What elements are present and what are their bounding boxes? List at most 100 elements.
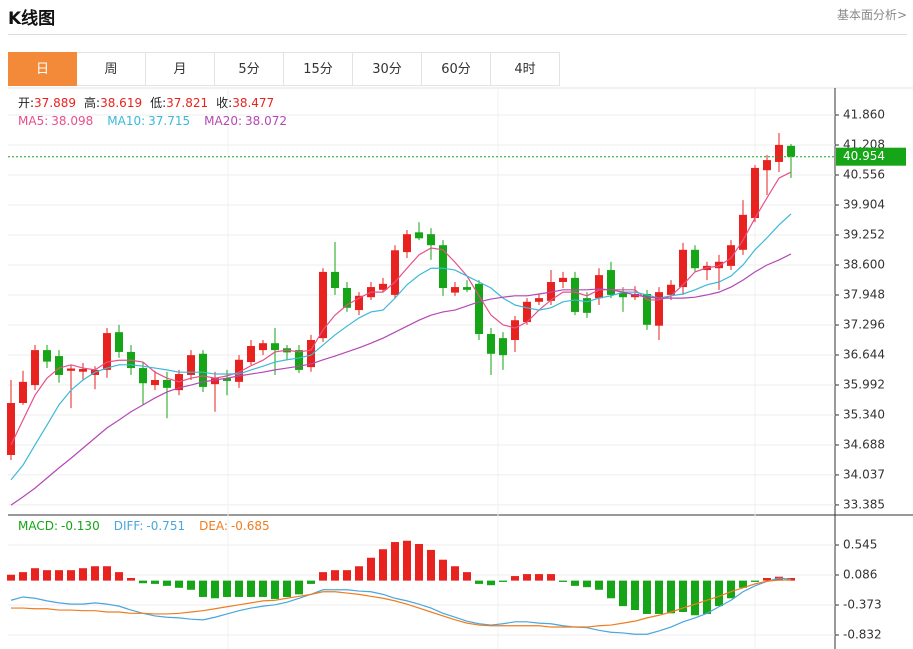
macd-bar	[679, 580, 687, 613]
candle-body	[115, 332, 123, 352]
macd-bar	[655, 580, 663, 614]
candle-body	[43, 350, 51, 362]
candle-body	[271, 343, 279, 351]
candle-body	[523, 301, 531, 323]
candle-body	[355, 295, 363, 311]
macd-bar	[367, 557, 375, 581]
macd-bar	[187, 580, 195, 590]
legend-name: DEA:	[199, 519, 228, 533]
readout-value: 38.477	[232, 96, 274, 110]
candle-body	[415, 232, 423, 239]
macd-bar	[499, 580, 507, 582]
candle-body	[31, 350, 39, 386]
y-tick-label: 37.296	[843, 317, 885, 331]
candle-body	[223, 378, 231, 381]
candle-body	[655, 292, 663, 326]
macd-bar	[331, 570, 339, 581]
macd-bar	[343, 570, 351, 581]
candle-body	[727, 245, 735, 266]
macd-bar	[403, 540, 411, 581]
macd-bar	[535, 574, 543, 581]
macd-bar	[691, 580, 699, 616]
candle-body	[475, 283, 483, 335]
candle-body	[427, 234, 435, 246]
candle-body	[307, 339, 315, 368]
candle-body	[583, 298, 591, 313]
candle-body	[595, 275, 603, 299]
ohlc-readout: 开:37.889 高:38.619 低:37.821 收:38.477	[18, 95, 274, 110]
candle-body	[607, 270, 615, 295]
macd-bar	[463, 572, 471, 581]
legend-value: 38.072	[245, 114, 287, 128]
macd-bar	[247, 580, 255, 597]
candle-body	[55, 356, 63, 375]
candle-body	[103, 333, 111, 370]
macd-bar	[55, 570, 63, 581]
candle-body	[67, 368, 75, 371]
y-tick-label: 38.600	[843, 257, 885, 271]
legend-value: -0.751	[146, 519, 185, 533]
candle-body	[487, 334, 495, 354]
macd-bar	[295, 580, 303, 595]
readout-label: 高:	[84, 95, 100, 110]
last-price-label: 40.954	[843, 149, 885, 163]
candle-body	[79, 368, 87, 372]
macd-bar	[199, 580, 207, 597]
macd-bar	[67, 570, 75, 581]
macd-bar	[571, 580, 579, 586]
period-tab[interactable]: 5分	[215, 52, 284, 86]
y-tick-label: 36.644	[843, 347, 885, 361]
period-tab[interactable]: 周	[77, 52, 146, 86]
macd-bar	[727, 580, 735, 599]
legend-value: -0.685	[231, 519, 270, 533]
fundamental-link[interactable]: 基本面分析>	[836, 8, 907, 22]
macd-bar	[307, 580, 315, 584]
macd-bar	[703, 580, 711, 614]
macd-bar	[427, 549, 435, 581]
period-tab[interactable]: 15分	[284, 52, 353, 86]
macd-bar	[487, 580, 495, 586]
candle-body	[319, 271, 327, 339]
macd-bar	[547, 574, 555, 581]
macd-bar	[379, 549, 387, 581]
candle-body	[151, 380, 159, 386]
readout-label: 开:	[18, 96, 34, 110]
candle-body	[679, 249, 687, 288]
macd-bar	[7, 574, 15, 581]
candle-body	[499, 338, 507, 356]
period-tab[interactable]: 30分	[353, 52, 422, 86]
macd-bar	[667, 580, 675, 614]
candle-body	[403, 234, 411, 253]
macd-bar	[127, 578, 135, 581]
legend: MA5: 38.098 MA10: 37.715 MA20: 38.072	[18, 114, 287, 128]
candle-body	[235, 359, 243, 382]
candle-body	[163, 380, 171, 388]
candle-body	[547, 282, 555, 301]
candle-body	[751, 167, 759, 219]
macd-bar	[631, 580, 639, 611]
candle-body	[667, 284, 675, 295]
period-tab[interactable]: 月	[146, 52, 215, 86]
candle-body	[619, 293, 627, 298]
macd-bar	[259, 580, 267, 597]
candle-body	[571, 277, 579, 312]
macd-bar	[475, 580, 483, 584]
candle-body	[691, 249, 699, 269]
macd-bar	[775, 576, 783, 581]
candle-body	[391, 250, 399, 295]
legend-name: MA20:	[204, 114, 242, 128]
y-tick-label: 35.992	[843, 377, 885, 391]
macd-bar	[523, 574, 531, 581]
page-title: K线图	[8, 9, 56, 29]
macd-bar	[751, 580, 759, 582]
candle-body	[511, 320, 519, 340]
macd-bar	[163, 580, 171, 586]
y-tick-label: 34.688	[843, 437, 885, 451]
period-tab[interactable]: 日	[8, 52, 77, 86]
macd-bar	[139, 580, 147, 584]
candle-body	[379, 283, 387, 290]
readout-value: 37.821	[166, 96, 208, 110]
period-tab[interactable]: 60分	[422, 52, 491, 86]
macd-bar	[19, 572, 27, 581]
period-tab[interactable]: 4时	[491, 52, 560, 86]
